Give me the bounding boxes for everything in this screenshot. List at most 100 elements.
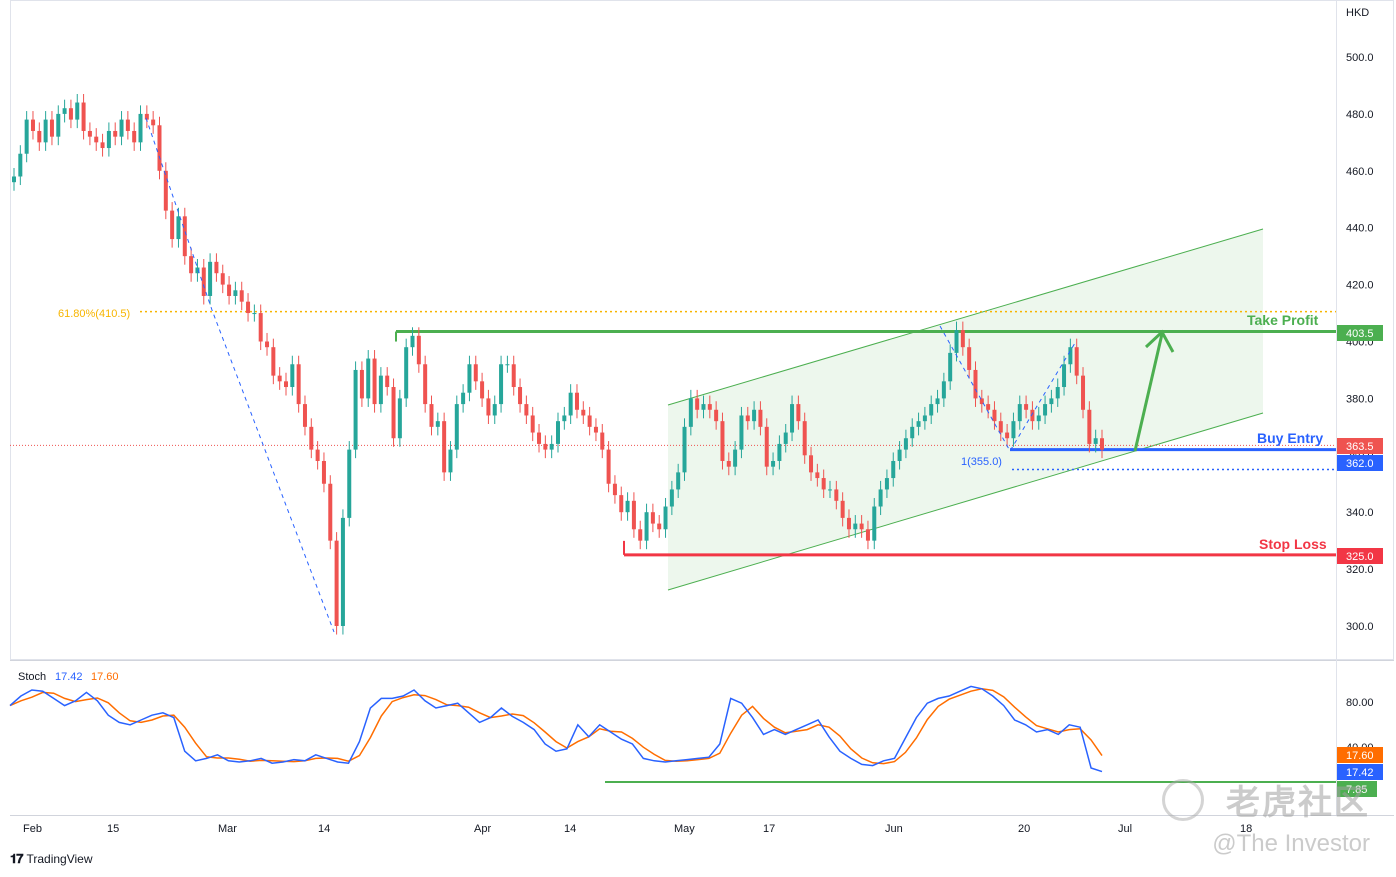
candle-body bbox=[144, 113, 149, 120]
currency-label: HKD bbox=[1346, 7, 1369, 19]
candle-body bbox=[853, 523, 858, 530]
candle-body bbox=[473, 364, 478, 382]
candle-body bbox=[739, 415, 744, 450]
candle-body bbox=[638, 529, 643, 541]
candle-body bbox=[568, 392, 573, 416]
candle-body bbox=[562, 415, 567, 422]
candle-body bbox=[935, 398, 940, 405]
candle-body bbox=[1093, 438, 1098, 444]
candle-body bbox=[258, 313, 263, 342]
stoch-low-badge-text: 7.85 bbox=[1346, 784, 1367, 796]
price-tick: 420.0 bbox=[1346, 280, 1374, 292]
stoch-k-badge bbox=[1337, 764, 1383, 780]
price-tick: 320.0 bbox=[1346, 564, 1374, 576]
candle-body bbox=[891, 460, 896, 479]
candles bbox=[12, 93, 1104, 635]
candle-body bbox=[271, 347, 276, 376]
annotations bbox=[145, 117, 1175, 633]
time-tick: Jun bbox=[885, 823, 903, 835]
candle-body bbox=[910, 426, 915, 439]
stop-loss-badge-text: 325.0 bbox=[1346, 551, 1374, 563]
candle-body bbox=[195, 267, 200, 274]
candle-body bbox=[138, 113, 143, 143]
price-tick: 340.0 bbox=[1346, 507, 1374, 519]
candle-body bbox=[1081, 375, 1086, 410]
candle-body bbox=[492, 404, 497, 416]
candle-body bbox=[100, 142, 105, 149]
time-tick: 20 bbox=[1018, 823, 1030, 835]
candle-body bbox=[543, 443, 548, 450]
candle-body bbox=[846, 517, 851, 530]
time-tick: Mar bbox=[218, 823, 237, 835]
candle-body bbox=[796, 404, 801, 422]
candle-body bbox=[840, 500, 845, 518]
candle-body bbox=[170, 210, 175, 240]
candle-body bbox=[574, 392, 579, 410]
candle-body bbox=[669, 489, 674, 507]
candle-body bbox=[284, 381, 288, 388]
candle-body bbox=[593, 426, 598, 433]
candle-body bbox=[771, 460, 776, 467]
price-tick: 440.0 bbox=[1346, 223, 1374, 235]
swing-label: 1(355.0) bbox=[961, 456, 1002, 468]
time-tick: 18 bbox=[1240, 823, 1252, 835]
candle-body bbox=[49, 119, 54, 137]
candle-body bbox=[442, 421, 447, 473]
candle-body bbox=[163, 170, 168, 211]
candle-body bbox=[505, 364, 510, 366]
candle-body bbox=[106, 130, 111, 149]
stoch-tick-80: 80.00 bbox=[1346, 697, 1374, 709]
candle-body bbox=[644, 512, 649, 541]
price-tick: 480.0 bbox=[1346, 109, 1374, 121]
price-tick: 500.0 bbox=[1346, 52, 1374, 64]
buy-entry-badge bbox=[1337, 455, 1383, 471]
candle-body bbox=[986, 404, 991, 410]
candle-body bbox=[12, 176, 16, 183]
candle-body bbox=[75, 102, 80, 120]
candle-body bbox=[372, 358, 377, 405]
candle-body bbox=[309, 426, 314, 450]
candle-body bbox=[518, 387, 523, 405]
candle-body bbox=[948, 352, 953, 382]
candle-body bbox=[201, 267, 206, 296]
candle-body bbox=[650, 512, 655, 524]
tradingview-brand[interactable]: 𝟏𝟕 TradingView bbox=[10, 851, 93, 867]
candle-body bbox=[340, 517, 345, 626]
candle-body bbox=[176, 216, 181, 240]
channel-upper bbox=[667, 228, 1264, 406]
candle-body bbox=[726, 460, 731, 467]
stoch-d-badge-text: 17.60 bbox=[1346, 750, 1374, 762]
candle-body bbox=[941, 381, 946, 399]
candle-body bbox=[24, 119, 29, 154]
time-tick: 15 bbox=[107, 823, 119, 835]
time-tick: Apr bbox=[474, 823, 491, 835]
candle-body bbox=[612, 483, 617, 496]
candle-body bbox=[378, 375, 383, 405]
price-tick: 380.0 bbox=[1346, 393, 1374, 405]
candle-body bbox=[865, 529, 870, 541]
channel-fill bbox=[668, 229, 1263, 590]
candle-body bbox=[416, 335, 421, 365]
time-tick: Feb bbox=[23, 823, 42, 835]
candle-body bbox=[302, 404, 307, 427]
candle-body bbox=[834, 489, 839, 501]
candle-body bbox=[43, 119, 48, 143]
candle-body bbox=[1062, 364, 1067, 388]
candle-body bbox=[752, 409, 757, 422]
candle-body bbox=[68, 108, 73, 120]
candle-body bbox=[821, 478, 826, 490]
channel-lower bbox=[667, 412, 1264, 591]
candle-body bbox=[37, 130, 42, 143]
candle-body bbox=[182, 216, 187, 257]
candle-body bbox=[429, 404, 434, 427]
trend-channel[interactable] bbox=[667, 228, 1264, 591]
candle-body bbox=[1011, 421, 1016, 439]
candle-body bbox=[897, 449, 902, 461]
stoch-d-value: 17.60 bbox=[91, 671, 119, 683]
watermark-user: @The Investor bbox=[1212, 830, 1370, 857]
candle-body bbox=[1087, 409, 1092, 444]
candle-body bbox=[385, 375, 390, 388]
stop-loss-label: Stop Loss bbox=[1259, 536, 1327, 552]
candle-body bbox=[714, 409, 719, 422]
